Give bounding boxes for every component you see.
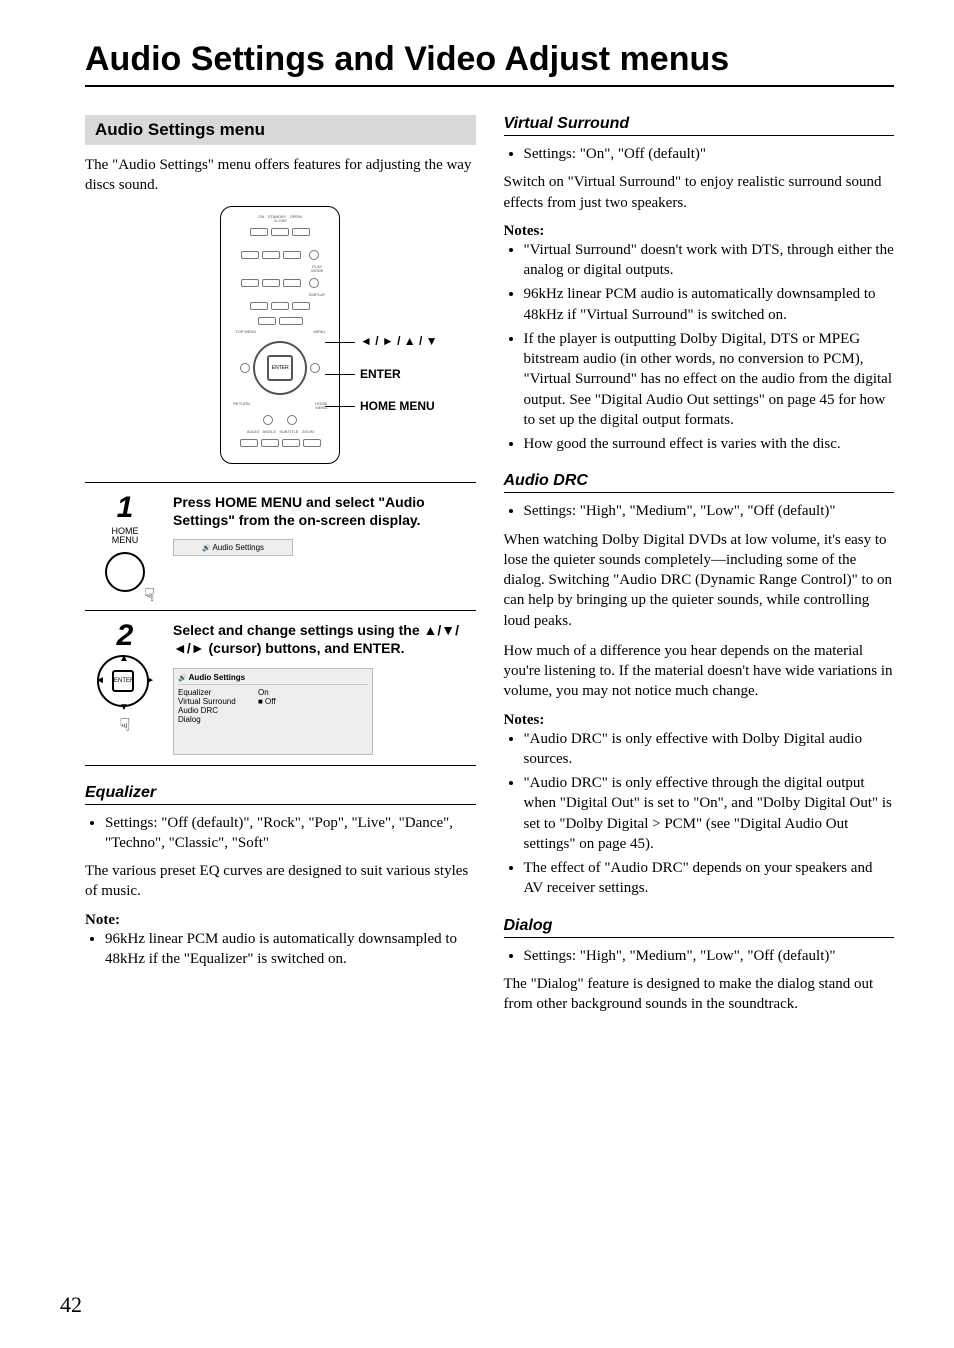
virtual-settings: Settings: "On", "Off (default)" (524, 144, 895, 164)
drc-p2: How much of a difference you hear depend… (504, 641, 895, 702)
step-2: 2 ENTER ▲ ▼ ◄ ► ☟ Select and change sett… (85, 611, 476, 765)
remote-label-enter: ENTER (360, 367, 401, 381)
drc-note: The effect of "Audio DRC" depends on you… (524, 858, 895, 899)
mp-cell: Dialog (178, 715, 258, 724)
equalizer-settings: Settings: "Off (default)", "Rock", "Pop"… (105, 813, 476, 854)
step-number: 2 (89, 621, 161, 651)
remote-diagram: ON STANDBY OPEN/CLOSE PLAYMODE DISPLAY (85, 206, 476, 464)
mini-panel-2: 🔊 Audio Settings EqualizerOn Virtual Sur… (173, 668, 373, 755)
panel-title: Audio Settings (189, 673, 245, 682)
remote-label-arrows: ◄ / ► / ▲ / ▼ (360, 334, 438, 348)
right-column: Virtual Surround Settings: "On", "Off (d… (504, 115, 895, 1024)
notes-label: Notes: (504, 223, 895, 240)
page-number: 42 (60, 1292, 82, 1318)
left-column: Audio Settings menu The "Audio Settings"… (85, 115, 476, 1024)
virtual-note: How good the surround effect is varies w… (524, 434, 895, 454)
content-columns: Audio Settings menu The "Audio Settings"… (85, 115, 894, 1024)
step-1: 1 HOMEMENU ☟ Press HOME MENU and select … (85, 482, 476, 612)
drc-note: "Audio DRC" is only effective with Dolby… (524, 729, 895, 770)
mp-cell: Audio DRC (178, 706, 258, 715)
equalizer-heading: Equalizer (85, 784, 476, 805)
virtual-note: "Virtual Surround" doesn't work with DTS… (524, 240, 895, 281)
note-label: Note: (85, 912, 476, 929)
panel-label: Audio Settings (212, 543, 264, 552)
drc-note: "Audio DRC" is only effective through th… (524, 773, 895, 854)
mp-cell: ■ Off (258, 697, 276, 706)
dialog-heading: Dialog (504, 917, 895, 938)
mp-cell: On (258, 688, 269, 697)
step-2-text: Select and change settings using the ▲/▼… (173, 621, 472, 657)
virtual-desc: Switch on "Virtual Surround" to enjoy re… (504, 172, 895, 213)
virtual-note: 96kHz linear PCM audio is automatically … (524, 284, 895, 325)
step-number: 1 (89, 493, 161, 523)
hand-icon: ☟ (144, 585, 155, 606)
mp-cell: Virtual Surround (178, 697, 258, 706)
step-sublabel: HOMEMENU (89, 527, 161, 547)
intro-text: The "Audio Settings" menu offers feature… (85, 155, 476, 196)
equalizer-note: 96kHz linear PCM audio is automatically … (105, 929, 476, 970)
mp-cell: Equalizer (178, 688, 258, 697)
dialog-desc: The "Dialog" feature is designed to make… (504, 974, 895, 1015)
notes-label: Notes: (504, 712, 895, 729)
drc-p1: When watching Dolby Digital DVDs at low … (504, 530, 895, 631)
virtual-note: If the player is outputting Dolby Digita… (524, 329, 895, 430)
section-header: Audio Settings menu (85, 115, 476, 145)
step-1-text: Press HOME MENU and select "Audio Settin… (173, 493, 472, 529)
virtual-heading: Virtual Surround (504, 115, 895, 136)
dialog-settings: Settings: "High", "Medium", "Low", "Off … (524, 946, 895, 966)
page-title: Audio Settings and Video Adjust menus (85, 40, 894, 87)
mini-panel-1: 🔊 Audio Settings (173, 539, 293, 556)
drc-heading: Audio DRC (504, 472, 895, 493)
drc-settings: Settings: "High", "Medium", "Low", "Off … (524, 501, 895, 521)
equalizer-desc: The various preset EQ curves are designe… (85, 861, 476, 902)
hand-icon: ☟ (120, 715, 131, 736)
remote-label-home: HOME MENU (360, 399, 435, 413)
